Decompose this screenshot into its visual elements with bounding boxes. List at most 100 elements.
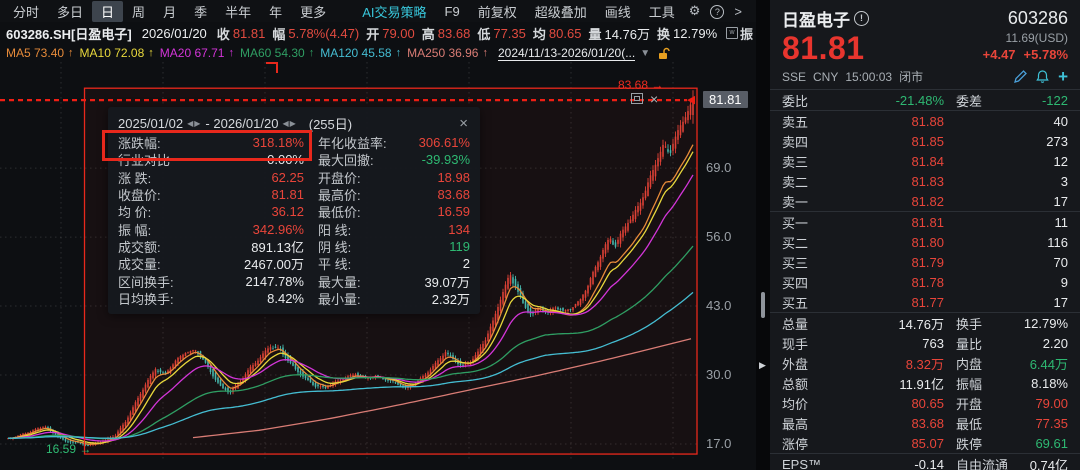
help-icon[interactable]: ? [706,2,728,20]
ma-value-ma250: MA250 36.96 [407,46,479,60]
tab-半年[interactable]: 半年 [225,4,252,20]
popup-stat-row: 收盘价: 81.81 最高价: 83.68 [118,187,470,204]
info-segment: 81.81 [232,25,266,41]
candlestick-chart[interactable]: 69.0 56.0 43.0 30.0 17.0 81.81 83.68 → 16.59… [0,62,756,470]
orderbook-row-卖三[interactable]: 卖三 81.84 12 [782,153,1068,170]
quote-time: 15:00:03 [845,69,893,84]
info-icon[interactable]: ! [854,11,869,26]
change-pct-highlight-box [102,130,312,161]
popup-stat-row: 均 价: 36.12 最低价: 16.59 [118,204,470,221]
orderbook-row-买五[interactable]: 买五 81.77 17 [782,294,1068,311]
market-status: 闭市 [899,70,924,84]
usd-price: 11.69(USD) [1005,31,1068,45]
quote-stat-row: 涨停 85.07 跌停 69.61 [782,435,1068,452]
tab-年[interactable]: 年 [269,4,283,20]
tool-ai-strategy[interactable]: AI交易策略 [362,4,427,20]
tab-季[interactable]: 季 [194,4,208,20]
tab-更多[interactable]: 更多 [300,4,327,20]
date-stepper-icons[interactable]: ◀▶ [282,118,297,128]
edit-pencil-icon[interactable] [1014,70,1027,83]
range-stats-popup: 2025/01/02 ◀▶ - 2026/01/20 ◀▶ (255日) × 涨… [102,107,480,314]
popup-stat-row: 区间换手: 2147.78% 最大量: 39.07万 [118,273,470,290]
orderbook-row-卖一[interactable]: 卖一 81.82 17 [782,193,1068,210]
range-start-date[interactable]: 2025/01/02 [118,115,184,131]
orderbook-row-卖二[interactable]: 卖二 81.83 3 [782,173,1068,190]
panel-collapse-arrow-icon[interactable]: ▶ [759,360,766,370]
tool-super-overlay[interactable]: 超级叠加 [534,4,587,20]
popup-close-icon[interactable]: × [459,114,468,132]
tool-forward-adjust[interactable]: 前复权 [477,4,517,20]
orderbook-row-买三[interactable]: 买三 81.79 70 [782,254,1068,271]
y-axis-tick: 69.0 [706,160,732,176]
orderbook-row-卖五[interactable]: 卖五 81.88 40 [782,113,1068,130]
market-status-bar: SSE CNY 15:00:03 闭市 + [770,65,1080,89]
orderbook-row-卖四[interactable]: 卖四 81.85 273 [782,133,1068,150]
stock-name: 日盈电子 [782,11,850,30]
info-segment: 12.79% [673,25,718,41]
info-segment: 量 [588,26,602,42]
popup-stat-row: 日均换手: 8.42% 最小量: 2.32万 [118,290,470,307]
chevron-down-icon[interactable]: ▼ [640,47,651,59]
chevron-right-icon[interactable]: > [734,3,742,19]
tab-多日[interactable]: 多日 [57,4,84,20]
weicha-value: -122 [1041,92,1068,108]
gear-icon[interactable]: ⚙ [688,3,701,18]
mini-window-icon[interactable]: w [726,27,738,39]
info-segment: 收 [216,26,230,42]
info-segment: 77.35 [493,25,526,41]
ma-value-ma120: MA120 45.58 [320,46,392,60]
info-segment: 79.00 [382,25,415,41]
divider-scroll-thumb[interactable] [761,292,765,318]
date-range-selector[interactable]: 2024/11/13-2026/01/20(... [497,45,636,61]
tab-周[interactable]: 周 [132,4,146,20]
up-arrow-icon: ↑ [308,47,315,59]
up-arrow-icon: ↑ [228,47,234,59]
popup-stat-row: 振 幅: 342.96% 阳 线: 134 [118,221,470,238]
period-tabbar: 分时 多日日周 月 季 半年 年 更多 AI交易策略 F9 前复权 超级叠加 画线 工具 ⚙? > [0,0,756,22]
tab-分时[interactable]: 分时 [13,4,40,20]
ma-value-ma60: MA60 54.30 [239,46,305,60]
quote-info-row: 603286.SH[日盈电子] 2026/01/20 收 81.81 幅 5.78%(4.… [0,22,756,44]
high-price-annotation: 83.68 → [618,78,664,92]
price-change: +4.47 +5.78% [982,47,1068,62]
info-segment: 高 [421,26,435,42]
up-arrow-icon: ↑ [148,47,154,59]
last-price-tag: 81.81 [703,91,748,108]
popup-title: 2025/01/02 ◀▶ - 2026/01/20 ◀▶ (255日) × [118,112,470,134]
chart-pane: 分时 多日日周 月 季 半年 年 更多 AI交易策略 F9 前复权 超级叠加 画线 工具 ⚙? > 603… [0,0,756,470]
tool-f9[interactable]: F9 [444,3,460,19]
y-axis-tick: 17.0 [706,436,732,451]
tab-日[interactable]: 日 [92,0,124,22]
orderbook-row-买一[interactable]: 买一 81.81 11 [782,214,1068,231]
popup-stat-row: 成交额: 891.13亿阴 线: 119 [118,238,470,255]
quote-stat-row: 现手 763 量比 2.20 [782,335,1068,352]
range-end-date[interactable]: 2026/01/20 [213,115,279,131]
unlocked-padlock-icon[interactable] [658,47,670,60]
stock-code: 603286 [1007,8,1068,28]
symbol-label: 603286.SH[日盈电子] [6,26,132,42]
weibi-row: 委比 -21.48% 委差 -122 [782,92,1068,109]
ma-value-ma5: MA5 73.40 [6,46,65,60]
tab-月[interactable]: 月 [163,4,177,20]
info-segment: 幅 [272,26,286,42]
info-segment: 83.68 [437,25,471,41]
range-dash: - [205,115,210,131]
orderbook-row-买四[interactable]: 买四 81.78 9 [782,274,1068,291]
info-segment: 开 [366,26,380,42]
up-arrow-icon: ↑ [395,47,402,59]
weibi-value: -21.48% [895,92,944,108]
quote-stat-row: 总量 14.76万 换手 12.79% [782,315,1068,332]
quote-stat-row: EPS™ -0.14 自由流通 0.74亿 [782,456,1068,470]
drawing-corner-mark [266,62,278,73]
drawing-frame-icon[interactable] [631,93,643,104]
add-watchlist-icon[interactable]: + [1058,66,1068,86]
tool-tools[interactable]: 工具 [648,4,675,20]
alert-bell-icon[interactable] [1036,70,1049,83]
date-stepper-icons[interactable]: ◀▶ [187,118,202,128]
orderbook-row-买二[interactable]: 买二 81.80 116 [782,234,1068,251]
tool-draw-line[interactable]: 画线 [604,4,631,20]
drawing-delete-icon[interactable]: × [650,90,659,107]
exchange: SSE [782,69,807,84]
info-segment: 5.78%(4.47) [288,25,360,41]
